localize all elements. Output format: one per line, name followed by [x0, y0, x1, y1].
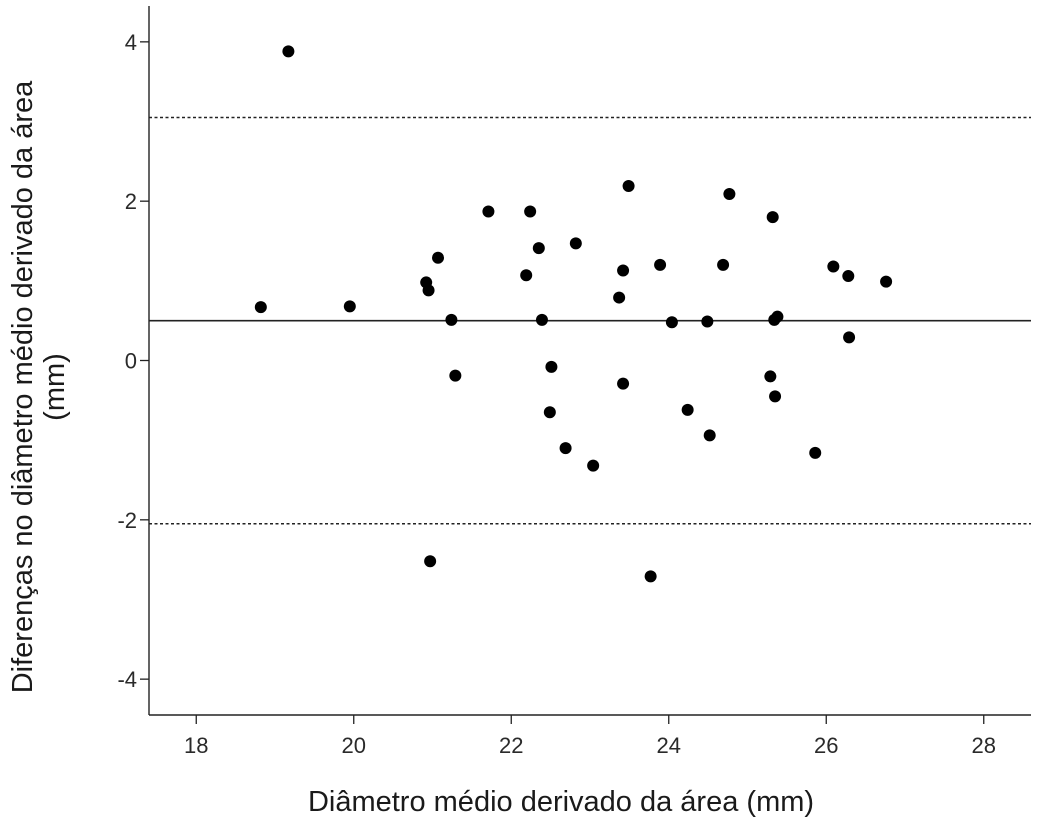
- data-point: [665, 316, 678, 329]
- x-tick-label: 22: [499, 733, 523, 758]
- data-point: [545, 360, 558, 373]
- data-point: [617, 264, 630, 277]
- data-point: [880, 275, 893, 288]
- data-point: [617, 377, 630, 390]
- data-point: [769, 390, 782, 403]
- data-points: [254, 45, 893, 583]
- data-point: [422, 284, 435, 297]
- data-point: [827, 260, 840, 273]
- data-point: [254, 301, 267, 314]
- data-point: [843, 331, 856, 344]
- data-point: [622, 180, 635, 193]
- x-tick-label: 18: [184, 733, 208, 758]
- data-point: [809, 446, 822, 459]
- data-point: [681, 403, 694, 416]
- data-point: [613, 291, 626, 304]
- data-point: [654, 258, 667, 271]
- reference-lines: [149, 116, 1031, 525]
- data-point: [842, 270, 855, 283]
- data-point: [723, 188, 736, 201]
- y-axis-title-group: Diferenças no diâmetro médio derivado da…: [7, 80, 39, 693]
- x-tick-label: 20: [342, 733, 366, 758]
- y-axis-title-unit: (mm): [39, 353, 71, 421]
- y-tick-label: -2: [117, 508, 137, 533]
- y-tick-label: 2: [125, 189, 137, 214]
- data-point: [535, 313, 548, 326]
- data-point: [449, 369, 462, 382]
- data-point: [587, 459, 600, 472]
- data-point: [569, 237, 582, 250]
- data-point: [717, 258, 730, 271]
- x-tick-label: 24: [657, 733, 681, 758]
- x-tick-label: 28: [972, 733, 996, 758]
- data-point: [766, 211, 779, 224]
- data-point: [482, 205, 495, 218]
- x-tick-label: 26: [814, 733, 838, 758]
- data-point: [445, 313, 458, 326]
- y-tick-label: 0: [125, 349, 137, 374]
- y-axis-title: Diferenças no diâmetro médio derivado da…: [7, 80, 39, 693]
- x-axis-title: Diâmetro médio derivado da área (mm): [308, 786, 814, 818]
- data-point: [543, 406, 556, 419]
- data-point: [520, 269, 533, 282]
- data-point: [282, 45, 295, 58]
- data-point: [524, 205, 537, 218]
- y-tick-label: -4: [117, 667, 137, 692]
- data-point: [343, 300, 356, 313]
- data-point: [644, 570, 657, 583]
- plot-frame: [148, 6, 1031, 716]
- data-point: [703, 429, 716, 442]
- y-tick-label: 4: [125, 30, 137, 55]
- data-point: [532, 242, 545, 255]
- y-axis-title-unit-group: (mm): [39, 353, 71, 421]
- data-point: [432, 251, 445, 264]
- data-point: [771, 310, 784, 323]
- data-point: [424, 555, 437, 568]
- data-point: [701, 315, 714, 328]
- data-point: [559, 442, 572, 455]
- data-point: [764, 370, 777, 383]
